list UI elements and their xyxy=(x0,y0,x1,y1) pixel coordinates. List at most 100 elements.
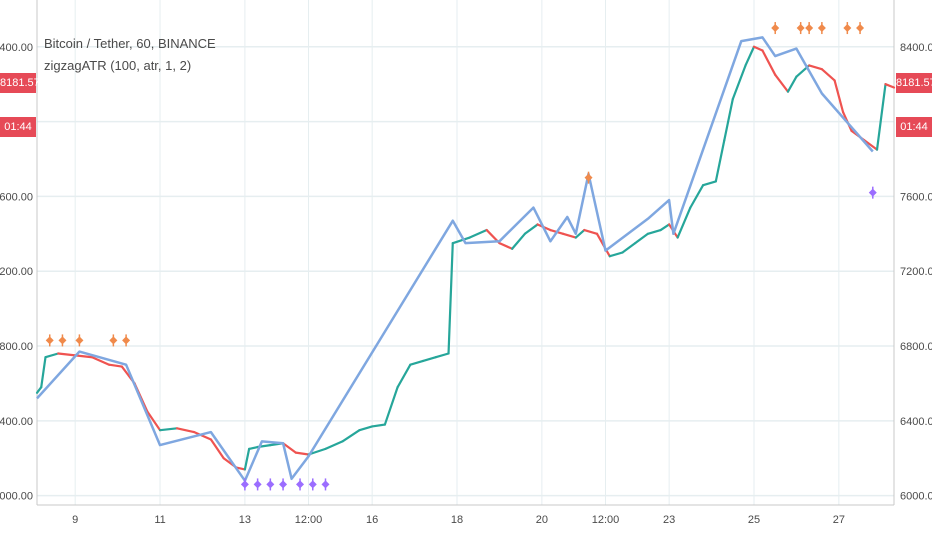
price-segment xyxy=(676,206,692,239)
price-segment xyxy=(820,68,836,82)
price-segment xyxy=(421,356,437,363)
price-segment xyxy=(108,363,123,368)
zigzag-series xyxy=(36,36,874,482)
bottom-pivot-marker xyxy=(308,478,317,491)
price-segment xyxy=(248,445,259,450)
price-segment xyxy=(646,228,662,235)
price-segment xyxy=(451,236,471,245)
top-pivot-marker xyxy=(109,334,118,347)
x-tick-label: 27 xyxy=(833,514,845,526)
price-segment xyxy=(281,442,297,454)
top-pivot-marker xyxy=(45,334,54,347)
price-segment xyxy=(192,430,213,441)
price-segment xyxy=(761,49,777,76)
top-pivot-marker xyxy=(805,22,814,35)
price-badge-right: 8181.57 xyxy=(896,73,932,93)
price-segment xyxy=(209,438,225,460)
price-segment xyxy=(158,427,179,432)
grid-lines xyxy=(37,0,894,505)
price-segment xyxy=(689,184,705,209)
price-segment xyxy=(714,139,726,183)
price-segment xyxy=(752,45,764,52)
top-pivot-marker xyxy=(817,22,826,35)
y-tick-label-left: 8400.00 xyxy=(0,42,33,54)
price-segment xyxy=(608,251,624,258)
x-tick-label: 9 xyxy=(72,514,78,526)
x-tick-label: 16 xyxy=(366,514,378,526)
top-pivot-marker xyxy=(584,171,593,184)
price-segment xyxy=(701,180,717,187)
chart-legend: Bitcoin / Tether, 60, BINANCE zigzagATR … xyxy=(44,33,216,77)
price-segment xyxy=(884,83,896,89)
price-segment xyxy=(731,64,747,101)
price-segment xyxy=(243,447,251,471)
price-segment xyxy=(341,429,361,443)
y-tick-label-left: 6400.00 xyxy=(0,416,33,428)
price-segment xyxy=(235,466,246,471)
price-segment xyxy=(324,440,344,450)
bottom-pivot-marker xyxy=(240,478,249,491)
price-segment xyxy=(744,45,756,67)
bottom-pivot-marker xyxy=(321,478,330,491)
countdown-badge-left: 01:44 xyxy=(0,117,36,137)
bottom-pivot-marker xyxy=(266,478,275,491)
y-tick-label-right: 6800.00 xyxy=(900,341,932,353)
price-segment xyxy=(621,242,637,254)
x-tick-label: 23 xyxy=(663,514,675,526)
zigzag-line xyxy=(36,36,874,482)
y-tick-label-left: 7600.00 xyxy=(0,191,33,203)
countdown-badge-right: 01:44 xyxy=(896,117,932,137)
price-segment xyxy=(574,228,586,239)
price-segment xyxy=(583,228,599,235)
indicator-label[interactable]: zigzagATR (100, atr, 1, 2) xyxy=(44,58,192,73)
bottom-pivot-marker xyxy=(253,478,262,491)
y-tick-label-right: 6000.00 xyxy=(900,491,932,503)
top-pivot-marker xyxy=(856,22,865,35)
y-tick-label-right: 7200.00 xyxy=(900,266,932,278)
x-tick-label: 12:00 xyxy=(295,514,323,526)
x-axis: 9 11 13 12:00 16 18 20 12:00 23 25 27 xyxy=(72,514,845,526)
price-segment xyxy=(511,232,526,250)
price-segment xyxy=(383,386,399,426)
y-tick-label-right: 8400.00 xyxy=(900,42,932,54)
price-segment xyxy=(396,363,412,389)
y-tick-label-right: 6400.00 xyxy=(900,416,932,428)
bottom-pivot-marker xyxy=(868,186,877,199)
top-pivot-marker xyxy=(771,22,780,35)
price-segment xyxy=(74,354,94,359)
x-tick-label: 20 xyxy=(536,514,548,526)
price-badge-left: 8181.57 xyxy=(0,73,40,93)
price-segment xyxy=(634,232,650,245)
y-tick-label-right: 7600.00 xyxy=(900,191,932,203)
y-tick-label-left: 6800.00 xyxy=(0,341,33,353)
price-segment xyxy=(774,73,790,93)
price-segment xyxy=(447,242,454,355)
price-segment xyxy=(863,139,879,151)
price-segment xyxy=(57,352,77,357)
price-segment xyxy=(561,232,577,239)
top-pivot-marker xyxy=(58,334,67,347)
price-segment xyxy=(146,410,162,432)
price-segment xyxy=(786,75,798,93)
top-pivot-marker xyxy=(75,334,84,347)
top-pivot-marker xyxy=(122,334,131,347)
price-segment xyxy=(659,223,671,232)
pivot-markers xyxy=(45,22,877,491)
price-segment xyxy=(358,425,374,432)
price-segment xyxy=(371,423,386,428)
price-segment xyxy=(808,64,823,71)
symbol-title[interactable]: Bitcoin / Tether, 60, BINANCE xyxy=(44,36,216,51)
price-segment xyxy=(875,83,887,151)
price-segment xyxy=(294,451,310,456)
x-tick-label: 11 xyxy=(154,514,165,526)
x-tick-label: 18 xyxy=(451,514,463,526)
price-segment xyxy=(175,427,196,434)
price-segment xyxy=(498,242,514,250)
price-segment xyxy=(91,356,111,366)
price-segment xyxy=(44,352,60,359)
x-tick-label: 13 xyxy=(239,514,251,526)
price-segment xyxy=(409,359,425,366)
x-tick-label: 12:00 xyxy=(592,514,620,526)
